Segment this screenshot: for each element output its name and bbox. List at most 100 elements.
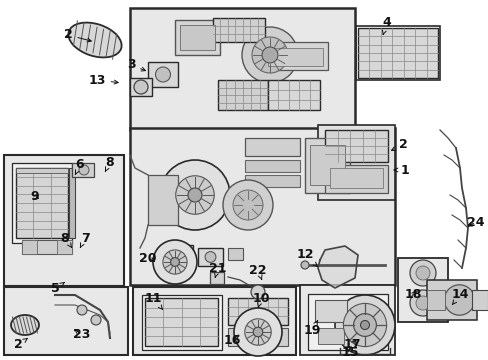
Polygon shape (317, 246, 357, 288)
Bar (209, 272, 224, 284)
Text: 2: 2 (14, 338, 27, 351)
Bar (142, 295, 222, 350)
Bar (244, 160, 299, 172)
Text: 7: 7 (80, 231, 89, 247)
Bar (267, 42, 327, 70)
Circle shape (135, 82, 146, 93)
Bar (133, 287, 295, 355)
Bar (148, 62, 178, 87)
Text: 5: 5 (51, 282, 64, 296)
Bar (329, 168, 382, 188)
Text: 15: 15 (341, 346, 358, 359)
Bar (317, 125, 394, 200)
Bar (307, 294, 387, 350)
Bar (325, 130, 387, 162)
Text: 21: 21 (209, 261, 226, 278)
Circle shape (409, 260, 435, 286)
Bar (355, 26, 439, 80)
Bar (244, 175, 299, 187)
Circle shape (223, 180, 272, 230)
Bar (267, 48, 323, 66)
Bar (471, 290, 487, 310)
Bar (4, 287, 128, 355)
Circle shape (343, 303, 386, 347)
Circle shape (160, 160, 229, 230)
Circle shape (415, 296, 429, 310)
Bar (244, 138, 299, 156)
Bar (198, 248, 223, 266)
Text: 10: 10 (252, 292, 269, 307)
Text: 6: 6 (75, 158, 84, 174)
Bar (57, 240, 72, 254)
Circle shape (77, 305, 87, 315)
Text: 8: 8 (61, 231, 71, 247)
Bar (130, 78, 152, 96)
Circle shape (242, 27, 297, 83)
Circle shape (301, 261, 308, 269)
Text: 1: 1 (393, 163, 408, 176)
Bar (397, 258, 447, 322)
Text: 8: 8 (105, 156, 114, 171)
Circle shape (170, 258, 179, 266)
Bar (317, 328, 343, 344)
Circle shape (175, 176, 214, 214)
Circle shape (155, 67, 170, 82)
Bar (175, 20, 220, 55)
Ellipse shape (11, 315, 39, 335)
Text: 2: 2 (63, 28, 91, 42)
Text: 23: 23 (73, 328, 90, 342)
Circle shape (232, 190, 263, 220)
Bar (227, 298, 287, 325)
Bar (130, 128, 394, 285)
Circle shape (253, 327, 262, 337)
Circle shape (163, 250, 187, 274)
Bar (227, 248, 243, 260)
Circle shape (409, 290, 435, 316)
Text: 13: 13 (88, 73, 118, 86)
Text: 20: 20 (139, 252, 157, 265)
Bar (426, 290, 444, 310)
Bar (4, 155, 124, 286)
Text: 19: 19 (303, 321, 320, 337)
Bar (22, 240, 72, 254)
Bar (16, 168, 68, 238)
Circle shape (444, 285, 474, 315)
Text: 24: 24 (467, 216, 484, 229)
Bar (213, 18, 264, 42)
Circle shape (415, 266, 429, 280)
Ellipse shape (68, 23, 122, 58)
Bar (299, 285, 394, 355)
Text: 17: 17 (343, 338, 360, 351)
Bar (227, 328, 287, 346)
Text: 16: 16 (223, 333, 240, 346)
Bar (357, 28, 437, 78)
Bar (12, 163, 72, 243)
Bar (426, 280, 476, 320)
Text: 3: 3 (126, 58, 145, 72)
Circle shape (79, 165, 89, 175)
Circle shape (91, 315, 101, 325)
Circle shape (172, 249, 185, 262)
Bar (218, 80, 267, 110)
Bar (130, 8, 354, 130)
Circle shape (360, 320, 369, 329)
Text: 11: 11 (144, 292, 163, 310)
Bar (16, 168, 68, 173)
Text: 18: 18 (404, 288, 421, 302)
Bar (309, 145, 345, 185)
Text: 9: 9 (31, 190, 39, 203)
Bar (72, 163, 94, 177)
Text: 4: 4 (382, 15, 390, 35)
Bar (325, 165, 387, 193)
Circle shape (251, 37, 287, 73)
Bar (22, 240, 37, 254)
Circle shape (153, 240, 197, 284)
Bar (267, 80, 319, 110)
Text: 12: 12 (296, 248, 317, 266)
Bar (69, 168, 75, 238)
Circle shape (334, 295, 394, 355)
Bar (314, 300, 346, 322)
Circle shape (353, 314, 376, 336)
Bar (145, 298, 218, 346)
Bar (148, 175, 178, 225)
